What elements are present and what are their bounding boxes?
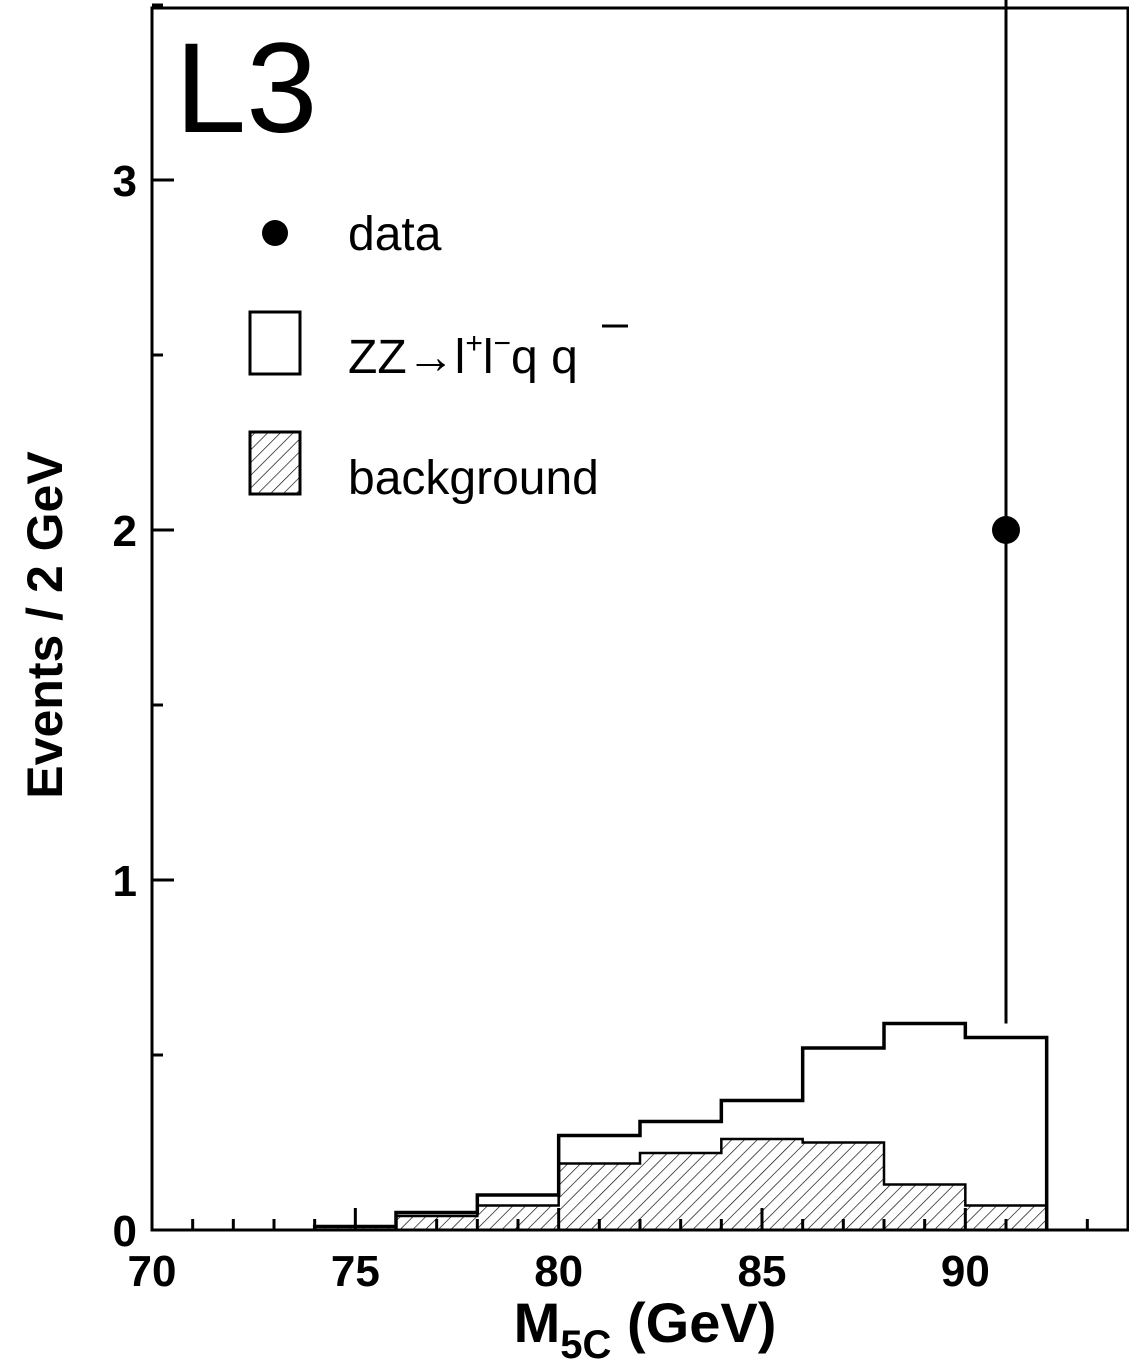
y-tick-label: 3 [113,157,137,206]
x-axis-title-subscript: 5C [560,1323,611,1366]
x-tick-label: 80 [534,1247,583,1296]
legend-background-label: background [348,452,599,505]
legend-signal-swatch [248,310,302,376]
y-tick-label: 0 [113,1207,137,1256]
y-tick-label: 1 [113,857,137,906]
x-tick-label: 70 [128,1247,177,1296]
y-axis-title: Events / 2 GeV [17,451,73,799]
legend-data-label: data [348,208,442,261]
x-axis-title: M5C (GeV) [514,1291,777,1366]
histogram-layer [312,1021,1049,1230]
experiment-label: L3 [175,17,317,160]
data-layer [992,0,1020,1024]
signal-outline [312,1021,1049,1230]
legend-signal-label: ZZ→l+l−q q [348,327,578,384]
signal-bar [965,1037,1047,1230]
background-outline [313,1137,1048,1230]
x-tick-label: 85 [738,1247,787,1296]
background-bar [640,1153,722,1230]
x-tick-label: 75 [331,1247,380,1296]
legend: data ZZ→l+l−q q background [248,208,628,505]
x-tick-label: 90 [941,1247,990,1296]
data-point [992,516,1020,544]
legend-background-swatch [248,430,302,496]
tick-layer: 70 75 80 85 90 0 1 2 3 [113,3,1129,1296]
legend-data-marker [262,220,288,246]
legend-signal-sup2: − [494,327,512,360]
y-tick-label: 2 [113,507,137,556]
background-bar [802,1142,884,1230]
legend-signal-sup1: + [465,327,483,360]
background-bar [558,1163,640,1230]
